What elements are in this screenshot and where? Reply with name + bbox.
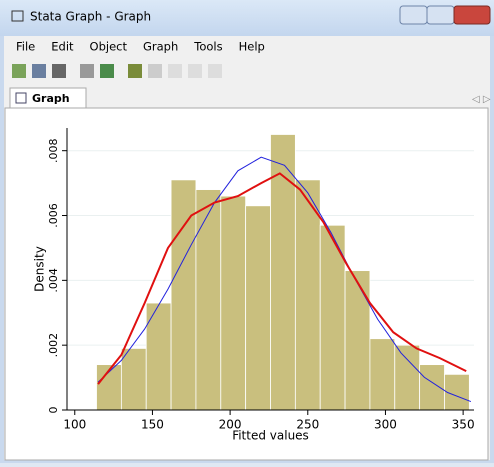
bar bbox=[444, 374, 469, 410]
tool-icon[interactable] bbox=[188, 64, 202, 78]
minimize-button[interactable] bbox=[400, 6, 427, 24]
y-tick-label: .006 bbox=[47, 203, 60, 228]
menu-item[interactable]: Graph bbox=[143, 40, 178, 54]
tool-icon[interactable] bbox=[100, 64, 114, 78]
x-tick-label: 350 bbox=[452, 418, 475, 432]
x-tick-label: 100 bbox=[63, 418, 86, 432]
x-tick-label: 300 bbox=[374, 418, 397, 432]
window-title: Stata Graph - Graph bbox=[30, 10, 151, 24]
screen: Stata Graph - Graph File Edit Object Graph T… bbox=[0, 0, 494, 463]
bar bbox=[370, 339, 395, 410]
menu-item[interactable]: File bbox=[16, 40, 35, 54]
bar bbox=[420, 365, 445, 410]
bar bbox=[295, 180, 320, 410]
y-tick-label: .002 bbox=[47, 333, 60, 358]
close-button[interactable] bbox=[454, 6, 490, 24]
tool-icon[interactable] bbox=[168, 64, 182, 78]
tab-nav[interactable]: ◁ ▷ ✕ bbox=[472, 94, 494, 105]
tool-icon[interactable] bbox=[52, 64, 66, 78]
tool-icon[interactable] bbox=[12, 64, 26, 78]
menu-item[interactable]: Help bbox=[239, 40, 265, 54]
tab-label[interactable]: Graph bbox=[32, 92, 70, 105]
tool-icon[interactable] bbox=[128, 64, 142, 78]
tool-icon[interactable] bbox=[208, 64, 222, 78]
bar bbox=[121, 348, 146, 410]
window: Stata Graph - Graph File Edit Object Graph T… bbox=[0, 0, 494, 463]
bar bbox=[196, 190, 221, 410]
menu-item[interactable]: Object bbox=[90, 40, 128, 54]
menu-item[interactable]: Edit bbox=[51, 40, 74, 54]
y-tick-label: 0 bbox=[47, 407, 60, 414]
x-axis-label: Fitted values bbox=[232, 429, 309, 443]
x-tick-label: 150 bbox=[141, 418, 164, 432]
bar bbox=[345, 271, 370, 410]
bar bbox=[246, 206, 271, 410]
tool-icon[interactable] bbox=[32, 64, 46, 78]
bar bbox=[221, 196, 246, 410]
tool-icon[interactable] bbox=[148, 64, 162, 78]
menu-item[interactable]: Tools bbox=[193, 40, 222, 54]
y-tick-label: .008 bbox=[47, 138, 60, 163]
maximize-button[interactable] bbox=[427, 6, 454, 24]
y-axis-label: Density bbox=[33, 246, 47, 292]
y-tick-label: .004 bbox=[47, 268, 60, 293]
tool-icon[interactable] bbox=[80, 64, 94, 78]
bar bbox=[395, 345, 420, 410]
